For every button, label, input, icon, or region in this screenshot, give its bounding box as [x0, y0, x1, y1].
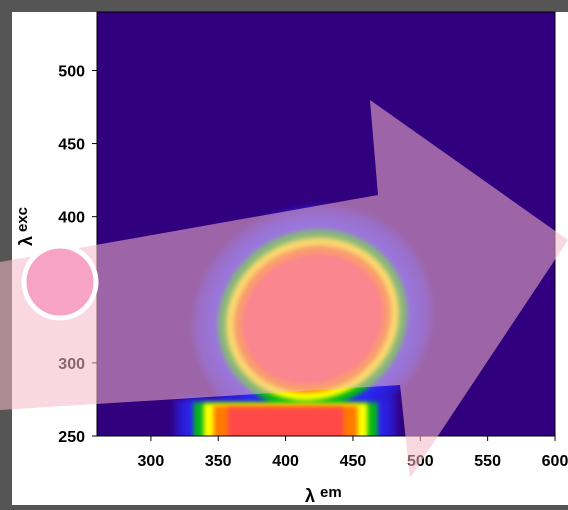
x-tick-label: 600 — [542, 453, 568, 470]
y-axis-label-subscript: exc — [14, 207, 31, 232]
circle-marker — [21, 243, 99, 321]
y-tick-label: 500 — [58, 63, 85, 80]
x-axis-label-symbol: λ — [305, 486, 315, 505]
y-tick-label: 450 — [58, 137, 85, 154]
y-tick-label: 250 — [58, 429, 85, 446]
x-axis-label: λ em — [305, 484, 342, 506]
x-tick-label: 450 — [340, 453, 367, 470]
contour-band — [227, 407, 344, 436]
y-tick-label: 400 — [58, 210, 85, 227]
x-tick-label: 300 — [138, 453, 165, 470]
x-tick-label: 350 — [205, 453, 232, 470]
plot-frame — [96, 11, 556, 437]
y-axis-label: λ exc — [14, 207, 36, 246]
x-axis-label-subscript: em — [320, 484, 342, 501]
arrow-overlay — [0, 100, 568, 478]
x-tick-label: 400 — [272, 453, 299, 470]
y-axis-label-symbol: λ — [16, 236, 36, 246]
x-tick-label: 550 — [474, 453, 501, 470]
